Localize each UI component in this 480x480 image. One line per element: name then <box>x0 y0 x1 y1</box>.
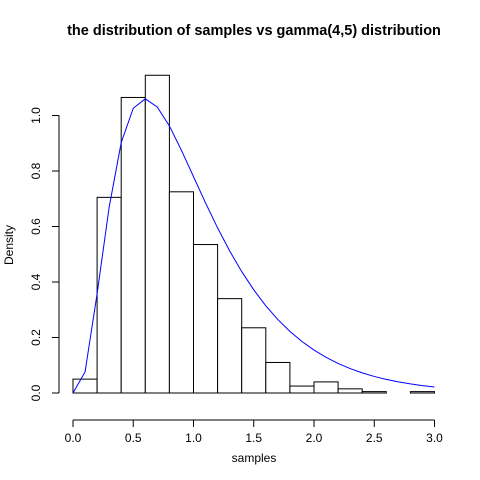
histogram-bar-6 <box>217 298 243 394</box>
x-tick-label: 1.0 <box>185 431 202 445</box>
histogram-bar-7 <box>241 327 267 394</box>
y-axis: 0.0 0.2 0.4 0.6 0.8 1.0 <box>29 107 60 401</box>
gamma-density-curve <box>72 98 435 394</box>
histogram-bar-4 <box>168 191 194 394</box>
x-tick-label: 2.0 <box>306 431 323 445</box>
x-tick-label: 1.5 <box>245 431 262 445</box>
histogram-bar-9 <box>289 385 315 394</box>
y-tick-label: 0.2 <box>29 329 43 346</box>
histogram-bar-2 <box>120 96 146 394</box>
histogram-bar-3 <box>144 74 170 394</box>
y-axis-label: Density <box>2 225 16 265</box>
histogram-bars <box>72 74 435 394</box>
y-tick-label: 1.0 <box>29 107 43 124</box>
density-curve-layer <box>72 98 435 394</box>
y-tick-label: 0.0 <box>29 384 43 401</box>
chart-title: the distribution of samples vs gamma(4,5… <box>67 23 441 39</box>
x-axis: 0.0 0.5 1.0 1.5 2.0 2.5 3.0 <box>65 419 443 445</box>
histogram-bar-10 <box>313 381 339 394</box>
histogram-bar-5 <box>193 244 219 394</box>
histogram-bar-14 <box>409 391 435 394</box>
histogram-bar-12 <box>361 391 387 394</box>
histogram-bar-11 <box>337 388 363 394</box>
x-axis-label: samples <box>232 451 277 465</box>
y-tick-label: 0.8 <box>29 162 43 179</box>
x-tick-label: 0.0 <box>65 431 82 445</box>
y-tick-label: 0.4 <box>29 273 43 290</box>
histogram-bar-8 <box>265 361 291 394</box>
y-tick-label: 0.6 <box>29 218 43 235</box>
histogram-bar-1 <box>96 196 122 394</box>
x-tick-label: 2.5 <box>366 431 383 445</box>
x-tick-label: 0.5 <box>125 431 142 445</box>
x-tick-label: 3.0 <box>426 431 443 445</box>
